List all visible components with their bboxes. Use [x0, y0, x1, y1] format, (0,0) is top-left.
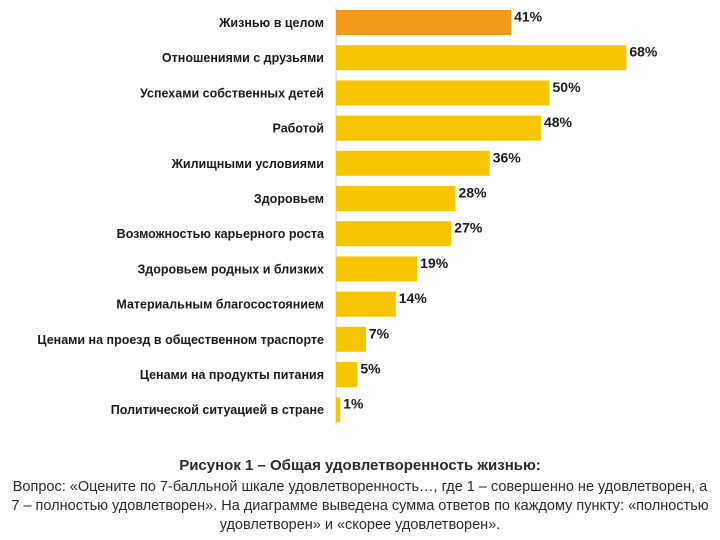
value-label-5: 36% [493, 149, 522, 165]
category-label-12: Политической ситуацией в стране [111, 403, 324, 417]
figure-caption-body: Вопрос: «Оцените по 7-балльной шкале удо… [11, 479, 709, 533]
value-label-7: 27% [454, 220, 483, 236]
bar-4 [336, 115, 541, 141]
bar-6 [336, 186, 456, 211]
bar-7 [336, 221, 452, 247]
bar-9 [336, 291, 396, 317]
value-label-2: 68% [629, 44, 658, 60]
bar-11 [336, 362, 358, 387]
bar-chart: Жизнью в целом Отношениями с друзьями Успе… [37, 7, 658, 426]
value-label-11: 5% [360, 361, 381, 377]
category-label-10: Ценами на проезд в общественном траспорт… [37, 333, 324, 347]
bar-12 [336, 397, 341, 423]
bar-3 [336, 80, 550, 106]
figure-caption-title: Рисунок 1 – Общая удовлетворенность жизн… [179, 457, 541, 474]
value-label-12: 1% [343, 396, 364, 412]
category-label-4: Работой [273, 122, 324, 136]
value-label-6: 28% [459, 185, 488, 201]
bars [336, 10, 627, 423]
bar-8 [336, 256, 418, 282]
bar-1 [336, 10, 512, 35]
bar-5 [336, 150, 490, 176]
category-label-6: Здоровьем [254, 192, 324, 206]
category-labels: Жизнью в целом Отношениями с друзьями Успе… [37, 16, 325, 417]
value-labels: 41% 68% 50% 48% 36% 28% 27% 19% 14% 7% 5% 1% [343, 9, 658, 412]
value-label-9: 14% [399, 290, 428, 306]
category-label-8: Здоровьем родных и близких [137, 262, 324, 276]
category-label-2: Отношениями с друзьями [162, 51, 324, 65]
category-label-1: Жизнью в целом [218, 16, 324, 30]
category-label-3: Успехами собственных детей [140, 86, 324, 100]
value-label-10: 7% [369, 325, 390, 341]
value-label-1: 41% [514, 9, 543, 25]
category-label-7: Возможностью карьерного роста [117, 227, 325, 241]
value-label-4: 48% [544, 114, 573, 130]
category-label-11: Ценами на продукты питания [140, 368, 324, 382]
bar-10 [336, 326, 366, 352]
bar-2 [336, 45, 627, 71]
category-label-9: Материальным благосостоянием [116, 298, 324, 312]
value-label-8: 19% [420, 255, 449, 271]
value-label-3: 50% [553, 79, 582, 95]
category-label-5: Жилищными условиями [171, 157, 324, 171]
